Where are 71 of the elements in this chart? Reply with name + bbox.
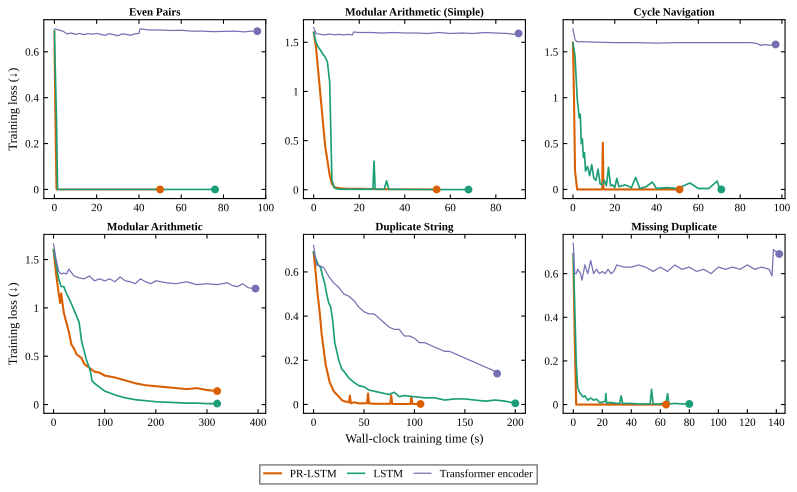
y-tick-label: 0 — [34, 186, 39, 194]
x-tick-label: 40 — [651, 204, 662, 212]
y-tick-label: 0.2 — [285, 356, 298, 364]
x-tick-label: 0 — [570, 204, 576, 212]
x-tick-label: 20 — [610, 204, 620, 212]
x-tick-label: 150 — [458, 418, 473, 426]
x-tick-label: 40 — [626, 418, 636, 426]
x-tick-label: 400 — [250, 418, 266, 426]
y-tick-label: 1.5 — [286, 38, 298, 46]
x-tick-label: 80 — [218, 204, 229, 212]
chart-title: Cycle Navigation — [634, 8, 714, 18]
y-tick-label: 0 — [293, 400, 298, 408]
x-axis-title: Wall-clock training time (s) — [345, 434, 483, 446]
y-tick-label: 0.6 — [285, 268, 298, 276]
y-tick-label: 0 — [293, 186, 298, 194]
x-tick-label: 200 — [148, 418, 164, 426]
x-tick-label: 60 — [693, 204, 704, 212]
x-tick-label: 200 — [507, 418, 524, 426]
x-tick-label: 60 — [176, 204, 186, 212]
y-axis-title: Training loss (↓) — [8, 282, 20, 366]
y-tick-label: 1.5 — [26, 256, 39, 264]
y-tick-label: 0.4 — [26, 94, 39, 102]
x-tick-label: 100 — [710, 418, 726, 426]
y-tick-label: 0.2 — [26, 140, 38, 148]
y-tick-label: 1 — [34, 304, 38, 312]
y-tick-label: 0.2 — [544, 357, 558, 365]
x-tick-label: 0 — [570, 418, 576, 426]
y-tick-label: 0 — [553, 186, 558, 194]
x-tick-label: 120 — [740, 418, 756, 426]
x-tick-label: 60 — [655, 418, 666, 426]
x-tick-label: 300 — [199, 418, 215, 426]
legend-label: Transformer encoder — [440, 469, 533, 478]
x-tick-label: 0 — [311, 418, 316, 426]
x-tick-label: 50 — [359, 418, 370, 426]
x-tick-label: 100 — [258, 204, 274, 212]
y-tick-label: 0 — [34, 401, 39, 409]
x-tick-label: 0 — [51, 418, 56, 426]
y-tick-label: 0.4 — [285, 312, 298, 320]
y-tick-label: 0.6 — [26, 48, 39, 56]
y-tick-label: 1.5 — [545, 48, 558, 56]
x-tick-label: 80 — [734, 204, 746, 212]
x-tick-label: 80 — [490, 204, 501, 212]
y-tick-label: 0.5 — [285, 137, 298, 145]
y-tick-label: 0.4 — [544, 314, 558, 322]
x-tick-label: 80 — [684, 418, 694, 426]
x-tick-label: 40 — [134, 204, 144, 212]
x-tick-label: 20 — [354, 204, 364, 212]
y-tick-label: 0.5 — [26, 352, 39, 360]
chart-title: Missing Duplicate — [632, 222, 717, 233]
x-tick-label: 140 — [768, 418, 784, 426]
chart-title: Modular Arithmetic (Simple) — [345, 8, 484, 18]
x-tick-label: 0 — [52, 204, 57, 212]
y-tick-label: 1 — [294, 88, 298, 96]
legend-label: LSTM — [374, 470, 403, 478]
y-tick-label: 0 — [553, 401, 558, 409]
x-tick-label: 0 — [311, 204, 316, 212]
y-axis-title: Training loss (↓) — [8, 68, 20, 150]
x-tick-label: 60 — [445, 204, 456, 212]
legend-label: PR-LSTM — [290, 470, 336, 478]
x-tick-label: 20 — [92, 204, 102, 212]
chart-title: Even Pairs — [129, 8, 180, 16]
chart-title: Modular Arithmetic — [107, 222, 202, 230]
x-tick-label: 100 — [97, 418, 113, 426]
x-tick-label: 20 — [597, 418, 608, 426]
x-tick-label: 40 — [399, 204, 410, 212]
x-tick-label: 100 — [774, 204, 790, 212]
y-tick-label: 1 — [554, 94, 558, 102]
y-tick-label: 0.5 — [544, 140, 558, 148]
x-tick-label: 100 — [407, 418, 422, 426]
chart-title: Duplicate String — [376, 222, 454, 233]
y-tick-label: 0.6 — [544, 270, 558, 278]
